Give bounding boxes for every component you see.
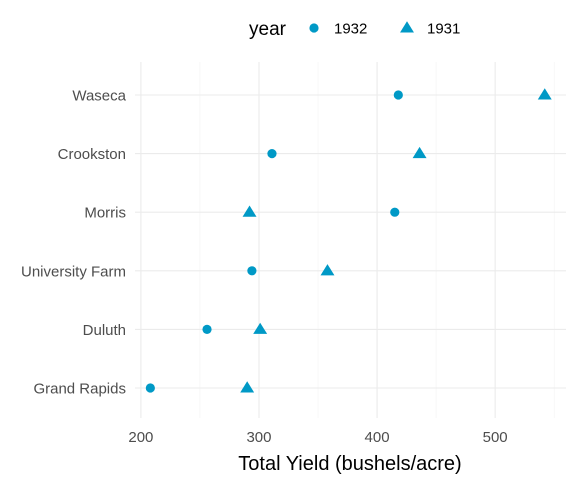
legend-label-1931: 1931 [427,21,460,38]
x-axis-tick-labels: 200 300 400 500 [128,429,507,446]
point-1932-circle [247,266,257,276]
point-1931-triangle [253,322,268,334]
grid [135,62,566,418]
point-1931-triangle [242,205,257,217]
point-1931-triangle [412,146,427,159]
legend-key-1931 [400,21,414,33]
data-points [145,88,552,393]
y-tick-label: Duluth [83,322,126,339]
x-axis-title: Total Yield (bushels/acre) [238,453,461,475]
point-1931-triangle [240,381,255,393]
y-tick-label: Grand Rapids [33,381,126,398]
y-tick-label: Waseca [72,88,126,105]
y-axis-tick-labels: Grand Rapids Duluth University Farm Morris C… [21,88,127,398]
y-tick-label: University Farm [21,263,126,280]
point-1931-triangle [537,88,552,100]
legend-label-1932: 1932 [334,21,367,38]
legend-key-1932 [309,23,319,33]
point-1932-circle [390,207,400,217]
point-1932-circle [393,90,403,100]
x-tick-label: 500 [483,429,508,446]
point-1932-circle [267,149,277,159]
legend: year 1932 1931 [249,19,460,40]
point-1931-triangle [320,264,335,276]
y-tick-label: Crookston [58,146,126,163]
legend-title: year [249,19,287,40]
y-tick-label: Morris [84,205,126,222]
x-tick-label: 400 [365,429,390,446]
legend-items: 1932 1931 [309,21,460,38]
point-1932-circle [145,383,155,393]
point-1932-circle [202,324,212,334]
x-tick-label: 300 [246,429,271,446]
x-tick-label: 200 [128,429,153,446]
